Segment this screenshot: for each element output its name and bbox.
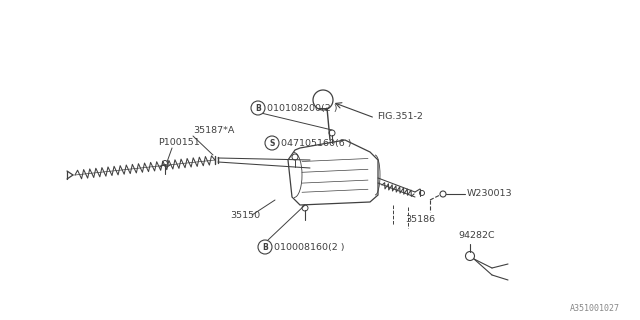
Text: 35187*A: 35187*A bbox=[193, 126, 234, 135]
Text: 047105160(6 ): 047105160(6 ) bbox=[281, 139, 351, 148]
Text: B: B bbox=[255, 103, 261, 113]
Text: 010008160(2 ): 010008160(2 ) bbox=[274, 243, 344, 252]
Text: A351001027: A351001027 bbox=[570, 304, 620, 313]
Text: 010108200(2 ): 010108200(2 ) bbox=[267, 103, 337, 113]
Text: S: S bbox=[269, 139, 275, 148]
Text: 35186: 35186 bbox=[405, 215, 435, 224]
Text: P100151: P100151 bbox=[158, 138, 200, 147]
Text: W230013: W230013 bbox=[467, 188, 513, 197]
Text: B: B bbox=[262, 243, 268, 252]
Text: 35150: 35150 bbox=[230, 211, 260, 220]
Circle shape bbox=[251, 101, 265, 115]
Text: 94282C: 94282C bbox=[458, 231, 495, 240]
Text: FIG.351-2: FIG.351-2 bbox=[377, 111, 423, 121]
Circle shape bbox=[258, 240, 272, 254]
Circle shape bbox=[265, 136, 279, 150]
